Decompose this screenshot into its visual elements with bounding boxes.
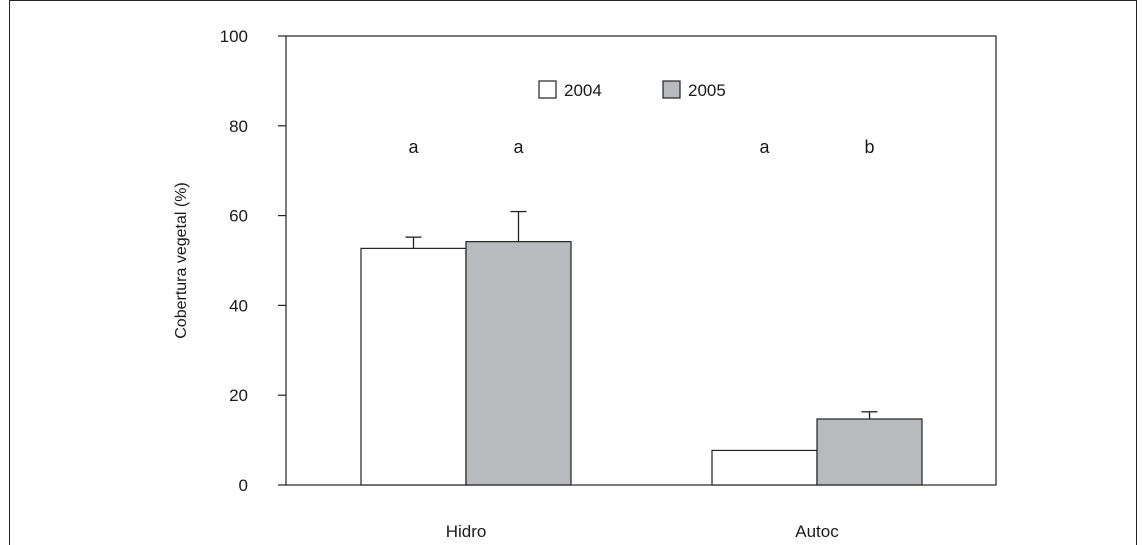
bar-hidro-2005: [465, 241, 572, 486]
y-tick-label-0: 0: [239, 476, 248, 495]
figure-frame: [9, 0, 1137, 545]
category-label-autoc: Autoc: [795, 522, 839, 541]
y-tick-label-20: 20: [229, 386, 248, 405]
significance-letter-autoc-2005: b: [864, 137, 874, 157]
y-tick-label-80: 80: [229, 117, 248, 136]
legend-label-2004: 2004: [564, 81, 602, 100]
significance-letter-hidro-2004: a: [408, 137, 419, 157]
axes: 0 20 40 60 80 100: [220, 27, 997, 495]
legend-swatch-2005: [662, 80, 681, 99]
bar-autoc-2004: [711, 449, 818, 486]
legend-label-2005: 2005: [688, 81, 726, 100]
labels: Cobertura vegetal (%) a a a b Hidro Autoc: [173, 137, 875, 541]
y-tick-label-40: 40: [229, 296, 248, 315]
y-tick-label-60: 60: [229, 207, 248, 226]
legend-swatch-2004: [538, 80, 557, 99]
category-label-hidro: Hidro: [446, 522, 487, 541]
significance-letter-hidro-2005: a: [513, 137, 524, 157]
plot-frame: [285, 35, 997, 486]
y-axis-label: Cobertura vegetal (%): [173, 182, 190, 339]
legend: 2004 2005: [538, 80, 726, 100]
bars: [360, 210, 923, 486]
significance-letter-autoc-2004: a: [759, 137, 770, 157]
bar-autoc-2005: [816, 418, 923, 486]
y-tick-label-100: 100: [220, 27, 248, 46]
bar-hidro-2004: [360, 247, 467, 486]
